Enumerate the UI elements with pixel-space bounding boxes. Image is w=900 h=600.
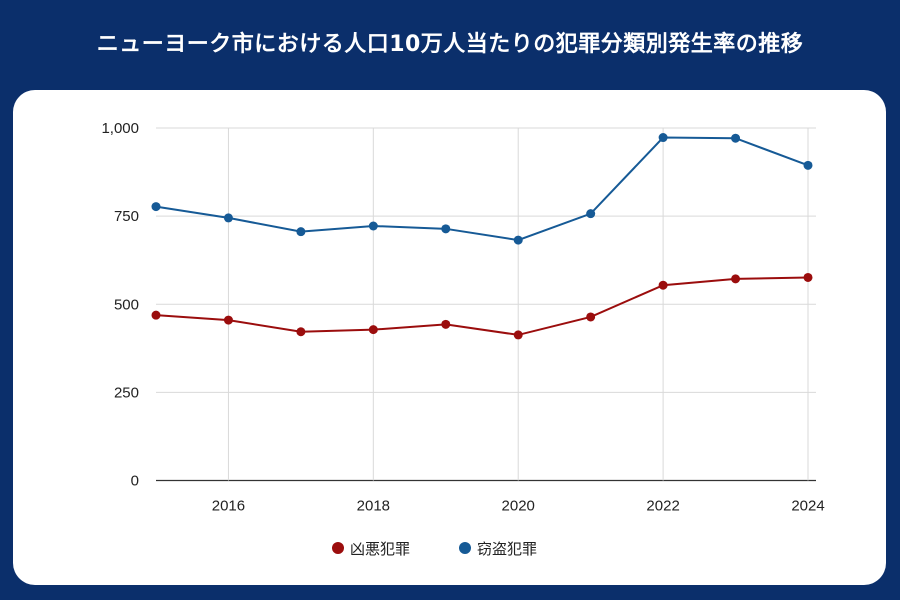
data-point [441, 224, 451, 234]
x-tick-label: 2024 [791, 498, 824, 515]
series-line-0 [155, 276, 809, 336]
legend-label: 窃盗犯罪 [477, 540, 537, 558]
data-point [513, 330, 523, 340]
data-point [731, 274, 741, 284]
data-point [658, 133, 668, 143]
data-point [586, 209, 596, 219]
series-line-1 [155, 136, 809, 242]
data-point [223, 213, 233, 223]
data-point [368, 221, 378, 231]
data-point [441, 319, 451, 329]
data-point [296, 327, 306, 337]
data-point [296, 227, 306, 237]
y-tick-label: 750 [114, 208, 139, 225]
data-point [223, 315, 233, 325]
data-point [658, 280, 668, 290]
y-tick-label: 250 [114, 384, 139, 401]
legend-marker [459, 542, 471, 554]
y-tick-label: 500 [114, 296, 139, 313]
legend-marker [332, 542, 344, 554]
x-tick-label: 2016 [212, 498, 245, 515]
data-point [803, 160, 813, 170]
data-point [151, 310, 161, 320]
data-point [731, 133, 741, 143]
data-point [513, 235, 523, 245]
x-tick-label: 2020 [502, 498, 535, 515]
y-tick-label: 0 [131, 473, 139, 490]
data-point [151, 202, 161, 212]
x-tick-label: 2022 [646, 498, 679, 515]
data-point [368, 325, 378, 335]
x-tick-label: 2018 [357, 498, 390, 515]
page-title: ニューヨーク市における人口10万人当たりの犯罪分類別発生率の推移 [96, 32, 804, 57]
legend-label: 凶悪犯罪 [350, 540, 410, 558]
y-tick-label: 1,000 [101, 120, 139, 137]
chart-card [13, 90, 886, 585]
data-point [803, 272, 813, 282]
data-point [586, 312, 596, 322]
